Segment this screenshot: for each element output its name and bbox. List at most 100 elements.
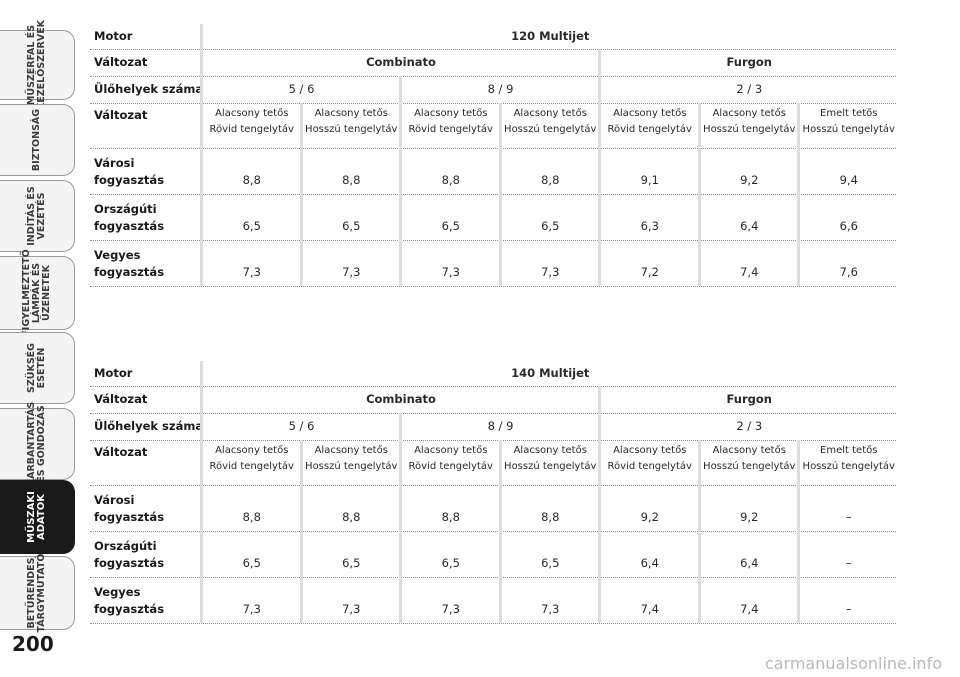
consumption-label: fogyasztás — [94, 556, 165, 570]
consumption-value: 9,4 — [839, 173, 858, 187]
seats-value: 8 / 9 — [487, 419, 514, 433]
version-wheelbase: Rövid tengelytáv — [607, 461, 692, 472]
column-divider — [299, 440, 303, 623]
column-divider — [399, 76, 402, 286]
spec-table-120-multijet: Motor 120 Multijet Változat Combinato Furgon… — [90, 24, 896, 287]
row-version: Változat Alacsony tetős Rövid tengelytáv Al… — [90, 440, 896, 486]
version-wheelbase: Hosszú tengelytáv — [802, 461, 895, 472]
consumption-value: 7,3 — [441, 602, 460, 616]
consumption-value: 7,6 — [839, 265, 858, 279]
consumption-value: 6,5 — [242, 219, 261, 233]
motor-value: 140 Multijet — [511, 366, 590, 380]
version-wheelbase: Rövid tengelytáv — [408, 461, 493, 472]
consumption-value: 6,5 — [342, 556, 361, 570]
chapter-tab[interactable]: BIZTONSÁG — [0, 104, 75, 176]
motor-label: Motor — [94, 29, 133, 43]
version-roof: Alacsony tetős — [613, 445, 687, 456]
row-urban-consumption: Városi fogyasztás 8,8 8,8 8,8 8,8 9,1 9,2 9,4 — [90, 148, 896, 195]
row-variant: Változat Combinato Furgon — [90, 386, 896, 414]
watermark: carmanualsonline.info — [764, 654, 942, 673]
consumption-value: 7,4 — [640, 602, 659, 616]
consumption-value: 6,3 — [640, 219, 659, 233]
consumption-label: Országúti — [94, 202, 157, 216]
consumption-value: 7,3 — [441, 265, 460, 279]
column-divider — [797, 440, 800, 623]
consumption-label: fogyasztás — [94, 510, 165, 524]
chapter-tab[interactable]: MŰSZAKI ADATOK — [0, 480, 75, 554]
consumption-value: 8,8 — [441, 173, 460, 187]
consumption-label: fogyasztás — [94, 173, 165, 187]
consumption-value: 8,8 — [342, 173, 361, 187]
seats-value: 5 / 6 — [288, 82, 315, 96]
consumption-value: 6,5 — [441, 556, 460, 570]
version-wheelbase: Hosszú tengelytáv — [703, 124, 796, 135]
consumption-value: 6,5 — [242, 556, 261, 570]
consumption-value: 8,8 — [242, 510, 261, 524]
row-motor: Motor 120 Multijet — [90, 24, 896, 50]
version-roof: Alacsony tetős — [314, 445, 388, 456]
version-roof: Alacsony tetős — [613, 108, 687, 119]
row-combined-consumption: Vegyes fogyasztás 7,3 7,3 7,3 7,3 7,2 7,4 7,6 — [90, 240, 896, 287]
consumption-value: 7,3 — [342, 602, 361, 616]
consumption-value: 6,4 — [740, 556, 759, 570]
column-divider — [498, 103, 502, 286]
chapter-tab-label: KARBANTARTÁS ÉS GONDOZÁS — [26, 401, 47, 487]
column-divider — [598, 49, 601, 286]
chapter-tab[interactable]: FIGYELMEZTETŐ LÁMPÁK ÉS ÜZENETEK — [0, 249, 75, 337]
seats-label: Ülőhelyek száma — [94, 419, 204, 433]
version-roof: Alacsony tetős — [314, 108, 388, 119]
seats-label: Ülőhelyek száma — [94, 82, 204, 96]
column-divider — [498, 440, 502, 623]
chapter-tab[interactable]: BETŰRENDES TÁRGYMUTATÓ — [0, 554, 75, 632]
consumption-value: 8,8 — [541, 510, 560, 524]
column-divider — [697, 440, 701, 623]
version-label: Változat — [94, 445, 148, 459]
consumption-label: Városi — [94, 493, 135, 507]
chapter-tab[interactable]: INDÍTÁS ÉS VEZETÉS — [0, 180, 75, 252]
version-roof: Alacsony tetős — [513, 445, 587, 456]
consumption-value: 7,3 — [342, 265, 361, 279]
row-seats: Ülőhelyek száma 5 / 6 8 / 9 2 / 3 — [90, 76, 896, 104]
consumption-label: fogyasztás — [94, 219, 165, 233]
version-wheelbase: Hosszú tengelytáv — [305, 124, 398, 135]
version-roof: Alacsony tetős — [215, 445, 289, 456]
variant-label: Változat — [94, 392, 148, 406]
row-extraurban-consumption: Országúti fogyasztás 6,5 6,5 6,5 6,5 6,3 6,4 6,6 — [90, 194, 896, 241]
row-combined-consumption: Vegyes fogyasztás 7,3 7,3 7,3 7,3 7,4 7,4 – — [90, 577, 896, 624]
column-divider — [697, 103, 701, 286]
spec-table-140-multijet: Motor 140 Multijet Változat Combinato Furgon… — [90, 361, 896, 624]
variant-combinato: Combinato — [366, 392, 436, 406]
seats-value: 2 / 3 — [736, 419, 763, 433]
column-divider — [200, 24, 203, 286]
consumption-value: 7,3 — [541, 602, 560, 616]
version-wheelbase: Rövid tengelytáv — [408, 124, 493, 135]
version-wheelbase: Hosszú tengelytáv — [802, 124, 895, 135]
consumption-value: 9,2 — [740, 510, 759, 524]
consumption-value: – — [845, 556, 852, 570]
motor-label: Motor — [94, 366, 133, 380]
version-roof: Alacsony tetős — [712, 445, 786, 456]
row-motor: Motor 140 Multijet — [90, 361, 896, 387]
chapter-tab[interactable]: SZÜKSÉG ESETÉN — [0, 332, 75, 404]
column-divider — [598, 386, 601, 623]
variant-label: Változat — [94, 55, 148, 69]
consumption-value: 6,5 — [342, 219, 361, 233]
chapter-tab[interactable]: KARBANTARTÁS ÉS GONDOZÁS — [0, 402, 75, 486]
version-roof: Emelt tetős — [820, 445, 878, 456]
row-seats: Ülőhelyek száma 5 / 6 8 / 9 2 / 3 — [90, 413, 896, 441]
consumption-value: 6,6 — [839, 219, 858, 233]
consumption-value: 7,3 — [541, 265, 560, 279]
row-extraurban-consumption: Országúti fogyasztás 6,5 6,5 6,5 6,5 6,4 6,4 – — [90, 531, 896, 578]
variant-furgon: Furgon — [726, 55, 772, 69]
chapter-tab[interactable]: MŰSZERFAL ÉS KEZELŐSZERVEK — [0, 20, 75, 110]
consumption-value: – — [845, 510, 852, 524]
motor-value: 120 Multijet — [511, 29, 590, 43]
consumption-value: 6,4 — [740, 219, 759, 233]
page-number: 200 — [12, 632, 54, 656]
consumption-value: 7,4 — [740, 265, 759, 279]
consumption-value: 6,5 — [541, 219, 560, 233]
consumption-value: 6,5 — [441, 219, 460, 233]
consumption-label: Városi — [94, 156, 135, 170]
version-label: Változat — [94, 108, 148, 122]
consumption-value: 8,8 — [541, 173, 560, 187]
